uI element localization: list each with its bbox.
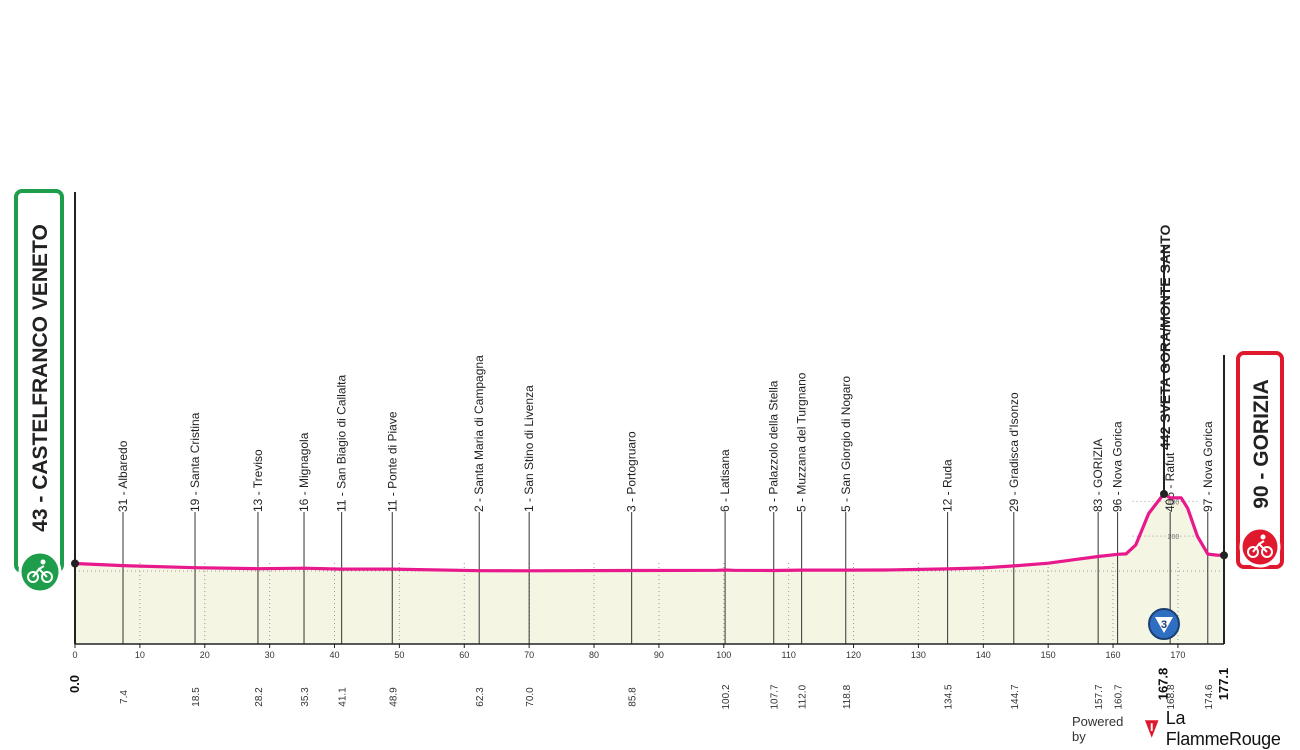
waypoint-label: 5 - San Giorgio di Nogaro [839, 376, 853, 512]
x-tick-label: 80 [589, 650, 599, 660]
elevation-tick-label: 200 [1168, 534, 1180, 541]
waypoint-label: 2 - Santa Maria di Campagna [472, 355, 486, 512]
waypoint-km-label: 144.7 [1010, 684, 1021, 709]
waypoint-label: 12 - Ruda [941, 459, 955, 512]
x-tick-label: 0 [72, 650, 77, 660]
x-tick-label: 170 [1170, 650, 1185, 660]
x-tick-label: 150 [1041, 650, 1056, 660]
start-banner: 43 - CASTELFRANCO VENETO [14, 189, 64, 594]
waypoint-km-label: 7.4 [119, 690, 130, 704]
waypoint-label: 31 - Albaredo [116, 440, 130, 512]
waypoint-km-label: 168.8 [1166, 684, 1177, 709]
climb-km-label: 167.8 [1156, 668, 1171, 701]
start-km-label: 0.0 [67, 675, 82, 693]
waypoint-km-label: 100.2 [721, 684, 732, 709]
x-tick-label: 10 [135, 650, 145, 660]
finish-km-label: 177.1 [1216, 668, 1231, 701]
powered-by: Powered by La FlammeRouge [1072, 708, 1300, 749]
waypoint-km-label: 174.6 [1204, 684, 1215, 709]
x-tick-label: 70 [524, 650, 534, 660]
waypoint-label: 3 - Portogruaro [625, 431, 639, 512]
waypoint-label: 6 - Latisana [718, 449, 732, 512]
x-tick-label: 50 [394, 650, 404, 660]
waypoint-km-label: 28.2 [254, 687, 265, 707]
waypoint-km-label: 85.8 [628, 687, 639, 707]
flame-logo-icon [1145, 720, 1159, 738]
waypoint-km-label: 62.3 [475, 687, 486, 707]
waypoint-km-label: 41.1 [338, 687, 349, 707]
x-tick-label: 120 [846, 650, 861, 660]
waypoint-km-label: 112.0 [798, 684, 809, 709]
profile-area [75, 494, 1224, 644]
x-tick-label: 160 [1106, 650, 1121, 660]
waypoint-km-label: 160.7 [1114, 684, 1125, 709]
waypoint-label: 406 - Rafut [1163, 452, 1177, 512]
waypoint-label: 96 - Nova Gorica [1111, 421, 1125, 512]
waypoint-km-label: 107.7 [770, 684, 781, 709]
x-tick-label: 90 [654, 650, 664, 660]
x-tick-label: 40 [330, 650, 340, 660]
waypoint-label: 11 - San Biagio di Callalta [335, 374, 349, 512]
brand-name: La FlammeRouge [1165, 708, 1281, 749]
finish-label: 90 - GORIZIA [1250, 379, 1273, 509]
x-tick-label: 130 [911, 650, 926, 660]
climb-category: 3 [1161, 619, 1167, 631]
climb-label: 442 SVETA GORA/MONTE SANTO [1157, 225, 1173, 450]
finish-banner: 90 - GORIZIA [1236, 351, 1284, 569]
waypoint-label: 1 - San Stino di Livenza [522, 385, 536, 512]
finish-cyclist-icon [1239, 526, 1281, 568]
waypoint-label: 16 - Mignagola [297, 432, 311, 512]
waypoint-label: 11 - Ponte di Piave [385, 411, 399, 512]
waypoint-km-label: 70.0 [525, 687, 536, 707]
waypoint-label: 13 - Treviso [251, 449, 265, 512]
elevation-tick-label: 400 [1168, 499, 1180, 506]
waypoint-label: 83 - GORIZIA [1091, 439, 1105, 512]
waypoint-label: 3 - Palazzolo della Stella [767, 380, 781, 512]
waypoint-label: 97 - Nova Gorica [1201, 421, 1215, 512]
climb-category-badge: 3 [1148, 608, 1180, 640]
climb-marker: 442 SVETA GORA/MONTE SANTO 3 [1148, 225, 1180, 640]
start-point [71, 559, 79, 568]
x-tick-label: 110 [781, 650, 795, 660]
start-cyclist-icon [18, 550, 62, 594]
waypoint-km-label: 48.9 [388, 687, 399, 707]
start-label: 43 - CASTELFRANCO VENETO [29, 224, 52, 532]
x-tick-label: 140 [976, 650, 991, 660]
waypoint-km-label: 157.7 [1094, 684, 1105, 709]
waypoint-label: 29 - Gradisca d'Isonzo [1007, 392, 1021, 512]
x-tick-label: 100 [716, 650, 731, 660]
waypoint-km-label: 134.5 [944, 684, 955, 709]
profile-line [73, 492, 1226, 573]
waypoint-label: 19 - Santa Cristina [188, 412, 202, 512]
x-tick-label: 30 [265, 650, 275, 660]
powered-by-label: Powered by [1072, 714, 1124, 744]
waypoint-km-label: 118.8 [842, 684, 853, 709]
x-tick-label: 20 [200, 650, 210, 660]
waypoint-label: 5 - Muzzana del Turgnano [795, 372, 809, 512]
waypoint-km-label: 35.3 [300, 687, 311, 707]
finish-point [1220, 551, 1228, 560]
x-tick-label: 60 [459, 650, 469, 660]
waypoint-km-label: 18.5 [191, 687, 202, 707]
